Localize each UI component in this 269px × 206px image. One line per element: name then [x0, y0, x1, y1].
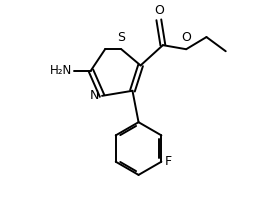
Text: N: N — [90, 89, 99, 102]
Text: O: O — [182, 30, 192, 43]
Text: F: F — [165, 155, 172, 168]
Text: S: S — [117, 31, 125, 44]
Text: H₂N: H₂N — [50, 64, 72, 77]
Text: O: O — [154, 4, 164, 17]
